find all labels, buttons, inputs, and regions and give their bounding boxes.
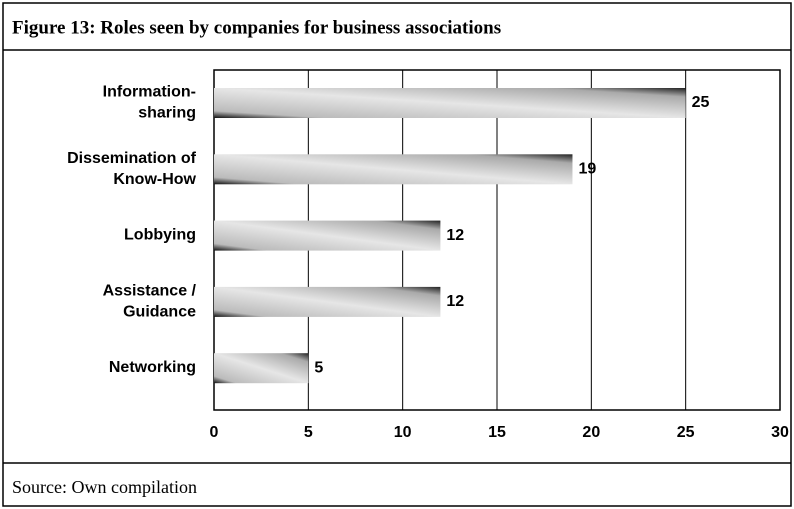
- value-label: 12: [446, 293, 464, 310]
- y-tick-label: Dissemination of Know-How: [67, 150, 197, 188]
- y-tick-label: Information-sharing: [103, 84, 196, 122]
- y-tick-label-line: Lobbying: [124, 227, 196, 244]
- x-tick-label: 20: [582, 424, 600, 441]
- y-tick-label-line: Assistance /: [103, 283, 197, 300]
- source: Source: Own compilation: [12, 477, 197, 497]
- bar: [214, 220, 441, 251]
- value-label: 12: [446, 227, 464, 244]
- x-tick-label: 30: [771, 424, 789, 441]
- y-tick-label-line: Networking: [109, 359, 196, 376]
- x-tick-label: 15: [488, 424, 506, 441]
- y-tick-label-line: Dissemination of: [67, 150, 197, 167]
- bar: [214, 353, 309, 384]
- x-tick-label: 5: [304, 424, 313, 441]
- value-label: 5: [314, 359, 323, 376]
- value-label: 19: [578, 161, 596, 178]
- value-label: 25: [692, 94, 710, 111]
- y-tick-label-line: sharing: [138, 105, 196, 122]
- x-tick-label: 25: [677, 424, 695, 441]
- y-tick-label-line: Information-: [103, 84, 196, 101]
- y-tick-label-line: Know-How: [113, 171, 196, 188]
- x-tick-label: 0: [210, 424, 219, 441]
- bar: [214, 286, 441, 317]
- x-tick-label: 10: [394, 424, 412, 441]
- bar: [214, 88, 686, 118]
- bar: [214, 154, 573, 185]
- figure-title: Figure 13: Roles seen by companies for b…: [12, 17, 501, 38]
- y-tick-label-line: Guidance: [123, 304, 196, 321]
- y-tick-label: Assistance / Guidance: [103, 283, 197, 321]
- y-tick-label: Lobbying: [124, 227, 196, 244]
- y-tick-label: Networking: [109, 359, 196, 376]
